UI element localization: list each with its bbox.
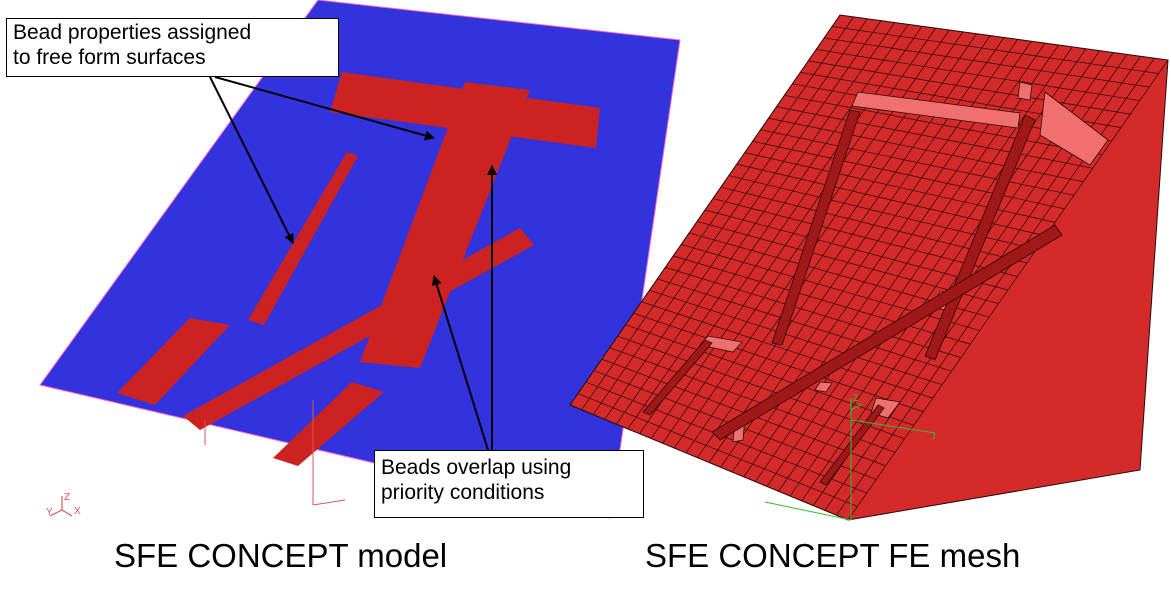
mesh-axis-lines <box>764 408 936 521</box>
fe-mesh-view <box>569 14 1169 521</box>
mesh-channel-lower-right <box>819 404 885 486</box>
model-axis-lines <box>204 400 346 506</box>
fe-mesh-caption: SFE CONCEPT FE mesh <box>645 537 1021 574</box>
concept-model-view <box>39 0 681 519</box>
arrow-to-top-bead <box>214 76 435 141</box>
bead-left-long <box>248 152 358 325</box>
concept-model-caption: SFE CONCEPT model <box>114 537 448 574</box>
mesh-channel-lower-left <box>642 339 713 416</box>
bead-lower-right <box>273 382 384 466</box>
svg-text:Y: Y <box>46 507 53 518</box>
mesh-bead-faces <box>699 81 1109 443</box>
bead-properties-callout: Bead properties assigned to free form su… <box>6 18 339 77</box>
mesh-bead-top-bar <box>851 91 1021 129</box>
svg-text:X: X <box>74 506 81 517</box>
callout-arrows <box>209 76 497 451</box>
mesh-bead-lower-small <box>814 381 833 393</box>
bead-cross-diagonal <box>183 228 534 430</box>
mesh-bead-channels <box>642 109 1063 486</box>
mesh-bead-mid-left-cap <box>699 335 743 353</box>
mesh-bead-top-right-small <box>1017 81 1033 101</box>
callout-line: priority conditions <box>381 481 545 504</box>
callout-line: Beads overlap using <box>381 456 572 479</box>
mesh-channel-left-long <box>771 109 861 346</box>
callout-line: Bead properties assigned <box>13 21 252 44</box>
xyz-axis-triad-icon: Z <box>850 393 863 411</box>
bead-surfaces <box>117 72 600 466</box>
callout-line: to free form surfaces <box>13 46 206 69</box>
svg-text:Z: Z <box>64 492 70 503</box>
arrow-to-left-bead <box>209 76 294 244</box>
mesh-channel-cross <box>711 224 1063 441</box>
beads-overlap-callout: Beads overlap using priority conditions <box>374 450 644 518</box>
mesh-bead-top-right-block <box>1039 91 1109 166</box>
svg-text:Z: Z <box>853 393 859 403</box>
arrow-to-bead-crossing-middle <box>431 275 489 451</box>
bead-lower-left <box>117 318 230 405</box>
xyz-axis-triad-icon: Z Y X <box>46 492 81 518</box>
